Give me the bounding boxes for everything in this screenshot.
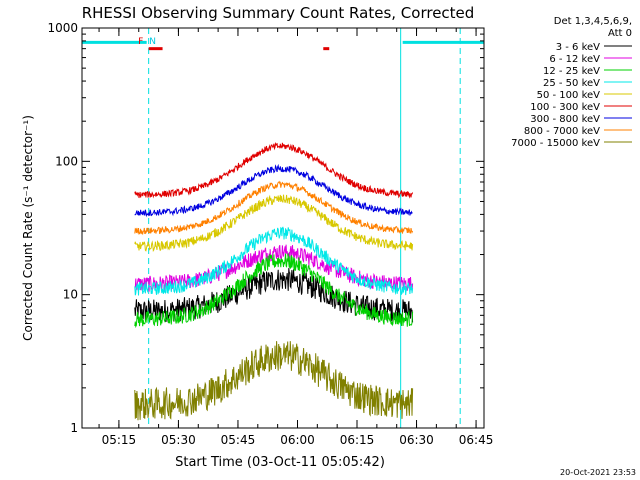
- legend-label: 300 - 800 keV: [530, 114, 600, 125]
- series-line: [134, 141, 414, 199]
- x-tick-label: 05:45: [221, 433, 256, 447]
- plot-frame: [81, 27, 485, 429]
- y-tick-label: 10: [63, 288, 78, 302]
- legend-header: Att 0: [608, 28, 632, 39]
- footer-timestamp: 20-Oct-2021 23:53: [560, 468, 636, 477]
- x-axis-label: Start Time (03-Oct-11 05:05:42): [175, 455, 385, 470]
- y-axis-label: Corrected Count Rate (s⁻¹ detector⁻¹): [21, 115, 35, 341]
- series-layer: [134, 141, 414, 421]
- y-tick-label: 1000: [47, 21, 78, 35]
- axes: 1 10 100 1000 05:15 05:30 05:45 06:00 06:15 06:30…: [47, 21, 493, 447]
- x-tick-label: 06:30: [399, 433, 434, 447]
- legend-label: 50 - 100 keV: [537, 90, 601, 101]
- chart-title: RHESSI Observing Summary Count Rates, Co…: [82, 4, 475, 22]
- y-tick-label: 100: [55, 154, 78, 168]
- series-line: [134, 341, 414, 421]
- series-line: [134, 180, 414, 236]
- vertical-markers: [148, 28, 461, 428]
- legend-label: 3 - 6 keV: [556, 42, 600, 53]
- legend-label: 7000 - 15000 keV: [511, 138, 600, 149]
- x-tick-label: 05:30: [161, 433, 196, 447]
- series-line: [134, 268, 414, 323]
- series-line: [134, 194, 414, 252]
- flag-marker-label: F: [138, 37, 143, 47]
- series-line: [134, 253, 414, 329]
- legend-header: Det 1,3,4,5,6,9,: [554, 16, 632, 27]
- flag-marker-label: N: [149, 37, 156, 47]
- legend-label: 800 - 7000 keV: [524, 126, 600, 137]
- series-line: [134, 163, 413, 218]
- legend-label: 6 - 12 keV: [549, 54, 600, 65]
- legend-label: 12 - 25 keV: [543, 66, 600, 77]
- x-tick-label: 06:00: [280, 433, 315, 447]
- x-tick-label: 06:15: [340, 433, 375, 447]
- x-tick-label: 05:15: [102, 433, 137, 447]
- x-tick-label: 06:45: [459, 433, 494, 447]
- y-tick-label: 1: [70, 421, 78, 435]
- legend-label: 25 - 50 keV: [543, 78, 600, 89]
- legend-label: 100 - 300 keV: [530, 102, 600, 113]
- series-line: [134, 226, 414, 296]
